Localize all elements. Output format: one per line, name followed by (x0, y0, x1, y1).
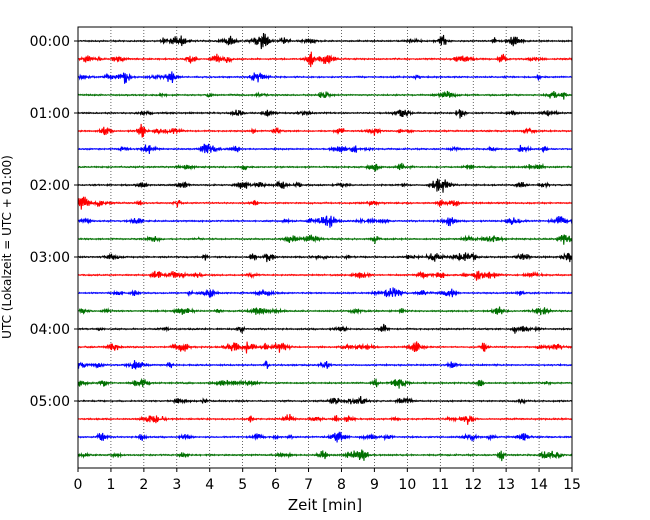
x-axis-ticks: 0 1 2 3 4 5 6 7 8 9 10 11 12 13 14 15 (74, 468, 581, 493)
x-tick-label: 0 (74, 477, 83, 493)
trace-line (77, 162, 573, 172)
trace-line (78, 33, 573, 50)
x-tick-label: 9 (370, 477, 379, 493)
plot-background (78, 27, 572, 468)
y-axis-label: UTC (Lokalzeit = UTC + 01:00) (0, 155, 14, 339)
trace-line (77, 449, 573, 462)
x-axis-label: Zeit [min] (288, 496, 362, 514)
y-tick-label: 04:00 (30, 322, 70, 338)
y-tick-label: 05:00 (30, 394, 70, 410)
y-tick-label: 03:00 (30, 250, 70, 266)
trace-line (77, 108, 573, 119)
x-tick-label: 14 (530, 477, 548, 493)
y-axis-ticks: 00:00 01:00 02:00 03:00 04:00 05:00 (30, 34, 78, 410)
plot-frame (77, 26, 573, 469)
trace-line (77, 215, 573, 228)
y-tick-label: 02:00 (30, 178, 70, 194)
trace-line (77, 51, 573, 68)
x-tick-label: 13 (497, 477, 515, 493)
seismic-traces (77, 33, 573, 462)
x-tick-label: 1 (106, 477, 115, 493)
trace-line (77, 413, 573, 425)
trace-line (77, 431, 573, 443)
trace-line (77, 396, 573, 405)
x-tick-label: 2 (139, 477, 148, 493)
x-tick-label: 12 (464, 477, 482, 493)
y-tick-label: 00:00 (30, 34, 70, 50)
x-tick-label: 5 (238, 477, 247, 493)
trace-line (77, 270, 573, 281)
x-tick-label: 10 (398, 477, 416, 493)
trace-line (77, 306, 573, 316)
trace-line (77, 377, 573, 389)
trace-line (77, 90, 573, 100)
trace-line (77, 143, 573, 155)
x-tick-label: 4 (205, 477, 214, 493)
y-tick-label: 01:00 (30, 106, 70, 122)
x-tick-label: 15 (563, 477, 581, 493)
x-tick-label: 7 (304, 477, 313, 493)
trace-line (77, 123, 573, 138)
trace-line (77, 178, 573, 193)
trace-line (77, 233, 573, 245)
trace-line (77, 323, 573, 334)
x-tick-label: 3 (172, 477, 181, 493)
x-tick-label: 8 (337, 477, 346, 493)
trace-line (77, 196, 573, 210)
trace-line (77, 71, 573, 84)
trace-line (77, 287, 573, 299)
x-tick-label: 11 (431, 477, 449, 493)
trace-line (77, 341, 573, 354)
x-tick-label: 6 (271, 477, 280, 493)
trace-line (77, 360, 572, 371)
trace-line (77, 252, 573, 263)
